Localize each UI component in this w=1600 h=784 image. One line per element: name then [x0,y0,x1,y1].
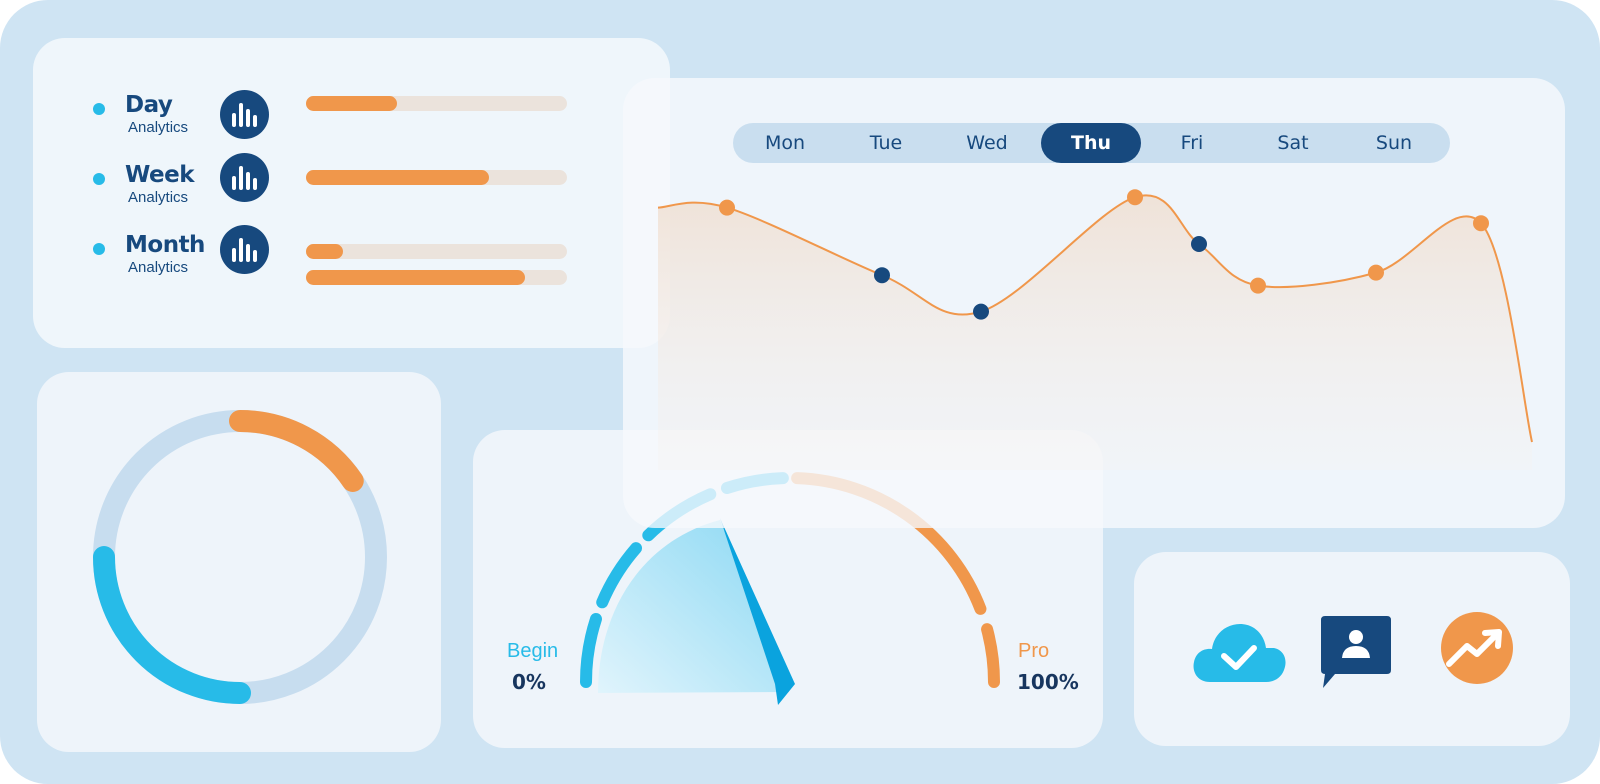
line-area-fill [658,195,1532,470]
day-tab-sun[interactable]: Sun [1375,132,1413,154]
analytics-row-month[interactable]: Month Analytics [33,225,670,296]
day-tab-mon[interactable]: Mon [764,132,806,154]
bar-chart-icon [220,90,269,139]
day-tab-thu[interactable]: Thu [1041,123,1141,163]
gauge-begin-value: 0% [512,670,546,694]
month-progress-fill-2 [306,270,526,285]
bar-chart-icon [220,225,269,274]
donut-chart [93,410,387,704]
quick-actions-icons [1193,612,1513,688]
line-point[interactable] [874,267,890,284]
bullet-dot [93,103,105,115]
user-card-icon[interactable] [1321,616,1391,688]
analytics-row-title: Month [125,232,205,258]
gauge-arc-segment-1 [580,612,602,688]
donut-segment-1 [229,410,364,492]
gauge-needle [720,518,795,705]
line-point[interactable] [973,303,989,320]
line-point[interactable] [719,199,735,216]
line-point[interactable] [1250,277,1266,294]
analytics-row-subtitle: Analytics [128,119,189,136]
trending-up-icon[interactable] [1441,612,1513,684]
quick-actions-card [1134,552,1570,746]
donut-card [37,372,441,752]
day-progress-track [306,96,567,111]
day-tab-sat[interactable]: Sat [1277,132,1309,154]
week-progress-track [306,170,567,185]
gauge-arc-segment-6 [981,623,1000,688]
bullet-dot [93,173,105,185]
month-progress-fill-1 [306,244,343,259]
line-point[interactable] [1473,215,1489,232]
analytics-row-title: Day [125,92,173,118]
week-progress-fill [306,170,489,185]
analytics-row-subtitle: Analytics [128,259,189,276]
bullet-dot [93,243,105,255]
line-point[interactable] [1127,189,1143,206]
gauge-end-value: 100% [1017,670,1079,694]
day-tab-tue[interactable]: Tue [869,132,903,154]
day-tab-fri[interactable]: Fri [1180,132,1204,154]
day-tab-wed[interactable]: Wed [966,132,1008,154]
line-point[interactable] [1368,264,1384,281]
day-selector: Mon Tue Wed Thu Fri Sat Sun [733,123,1450,163]
cloud-check-icon[interactable] [1193,624,1286,682]
month-progress-track-2 [306,270,567,285]
analytics-row-title: Week [125,162,195,188]
donut-segment-2 [93,546,251,704]
gauge-fill-fan [598,520,789,693]
gauge-end-label: Pro [1018,640,1050,662]
analytics-row-day[interactable]: Day Analytics [33,90,670,156]
gauge-arc-segment-2 [596,542,643,609]
day-progress-fill [306,96,398,111]
month-progress-track-1 [306,244,567,259]
line-point[interactable] [1191,236,1207,252]
analytics-row-subtitle: Analytics [128,189,189,206]
analytics-card: Day Analytics Week Analytics Month Analy… [33,38,670,348]
analytics-row-week[interactable]: Week Analytics [33,153,670,226]
gauge-begin-label: Begin [507,640,559,662]
bar-chart-icon [220,153,269,202]
line-series [657,194,1533,443]
